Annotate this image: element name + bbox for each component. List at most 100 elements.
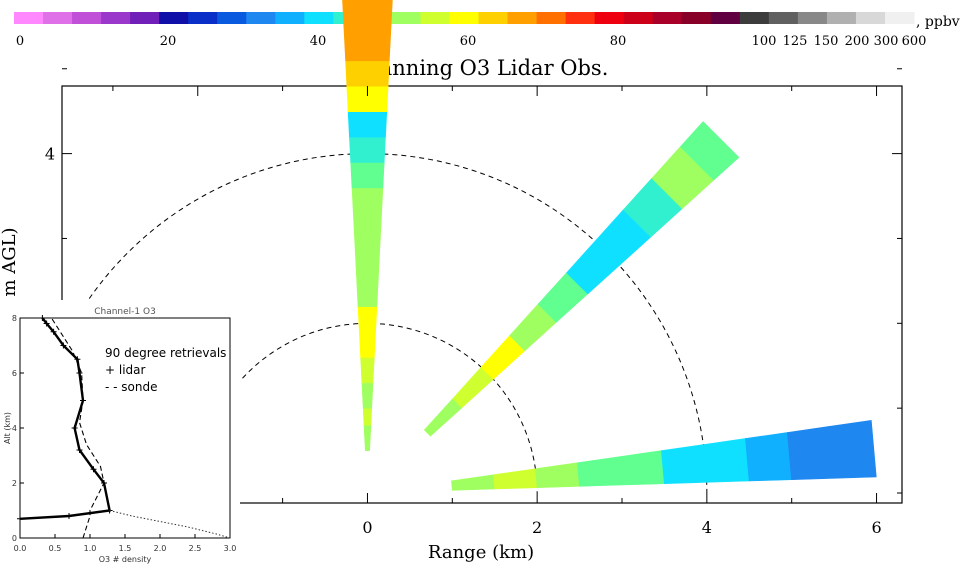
inset-y-tick-label: 2 [12, 479, 17, 488]
colorbar-swatch [275, 12, 305, 24]
x-axis-label: Range (km) [428, 542, 534, 563]
colorbar-swatch [391, 12, 421, 24]
colorbar-swatch [565, 12, 596, 24]
inset-annotation-line: 90 degree retrievals [105, 346, 226, 360]
wedge-segment [619, 450, 665, 486]
wedge-segment [451, 474, 496, 491]
colorbar-tick-label: 0 [16, 34, 24, 49]
wedge-segment [362, 407, 373, 426]
inset-x-tick-label: 2.5 [189, 544, 202, 553]
wedge-segment [577, 456, 623, 487]
colorbar-swatch [159, 12, 189, 24]
colorbar-swatch [14, 12, 44, 24]
colorbar-swatch [594, 12, 625, 24]
inset-lidar-point [66, 513, 72, 519]
wedge-segment [345, 60, 390, 87]
wedge-segment [829, 420, 877, 479]
inset-x-tick-label: 0.5 [49, 544, 62, 553]
inset-x-tick-label: 2.0 [154, 544, 167, 553]
inset-annotation-line: - - sonde [105, 380, 158, 394]
main-plot-area: −2024646 [27, 0, 903, 537]
plot-frame [61, 85, 903, 504]
colorbar-swatch [681, 12, 712, 24]
inset-y-tick-label: 6 [12, 369, 17, 378]
y-tick-label: 4 [45, 145, 55, 164]
wedge-segment [661, 444, 708, 485]
inset-lidar-point [74, 356, 81, 363]
wedge-segment [679, 121, 740, 181]
colorbar-swatch [217, 12, 247, 24]
wedge-segment [361, 382, 374, 409]
colorbar-swatch [188, 12, 218, 24]
inset-title: Channel-1 O3 [94, 307, 156, 317]
inset-sonde-line [51, 317, 105, 539]
colorbar-tick-label: 300 [874, 34, 899, 49]
wedge-segment [347, 111, 388, 138]
x-tick-label: 6 [871, 518, 881, 537]
wedge-segment [703, 438, 750, 483]
wedge-segment [342, 0, 393, 11]
colorbar-swatch [43, 12, 73, 24]
colorbar-swatch [449, 12, 480, 24]
wedge-segment [423, 398, 463, 437]
wedge-segment [787, 426, 835, 481]
inset-lidar-point [43, 320, 50, 327]
colorbar-swatch [536, 12, 567, 24]
wedge-segment [493, 468, 538, 490]
wedge-segment [363, 424, 372, 451]
inset-lidar-line [19, 317, 112, 520]
colorbar-swatch [652, 12, 683, 24]
scan-wedge-5deg [451, 420, 877, 491]
colorbar-swatch [304, 12, 334, 24]
colorbar-swatch [420, 12, 450, 24]
colorbar-swatch [826, 12, 857, 24]
colorbar-tick-label: 125 [783, 34, 808, 49]
colorbar-tick-label: 100 [752, 34, 777, 49]
x-tick-label: 2 [532, 518, 542, 537]
wedge-segment [349, 136, 386, 163]
inset-annotation-line: + lidar [105, 363, 146, 377]
colorbar-unit: , ppbv [916, 14, 960, 30]
inset-y-tick-label: 0 [12, 534, 17, 543]
wedge-segment [358, 331, 376, 358]
colorbar-swatch [855, 12, 886, 24]
wedge-segment [343, 35, 391, 62]
wedge-segment [535, 462, 580, 489]
wedge-segment [745, 432, 792, 482]
wedge-segment [355, 272, 379, 307]
wedge-segment [342, 9, 393, 36]
colorbar-tick-label: 20 [160, 34, 177, 49]
scan-wedge-90deg [342, 0, 393, 451]
y-axis-label: m AGL) [0, 227, 20, 296]
inset-y-label: Alt (km) [3, 412, 12, 444]
colorbar-tick-label: 60 [460, 34, 477, 49]
colorbar-swatch [768, 12, 799, 24]
colorbar-swatch [101, 12, 131, 24]
wedge-segment [350, 162, 385, 189]
wedge-segment [354, 238, 381, 274]
colorbar-swatch [797, 12, 828, 24]
inset-x-label: O3 # density [99, 555, 152, 564]
colorbar-swatch [739, 12, 770, 24]
x-tick-label: 0 [362, 518, 372, 537]
colorbar-swatch [507, 12, 538, 24]
colorbar-tick-label: 150 [814, 34, 839, 49]
inset-lidar-point [90, 466, 97, 473]
inset-lidar-point [39, 315, 46, 321]
inset-y-tick-label: 4 [12, 424, 17, 433]
inset-x-tick-label: 3.0 [224, 544, 237, 553]
inset-x-tick-label: 1.5 [119, 544, 132, 553]
inset-x-tick-label: 1.0 [84, 544, 97, 553]
wedge-segment [351, 187, 384, 214]
wedge-segment [357, 306, 378, 333]
chart-title: Scanning O3 Lidar Obs. [354, 56, 609, 80]
colorbar-swatch [246, 12, 276, 24]
colorbar-tick-label: 200 [845, 34, 870, 49]
colorbar-tick-label: 40 [310, 34, 327, 49]
colorbar-tick-label: 80 [610, 34, 627, 49]
inset-lidar-point [71, 425, 78, 431]
colorbar-swatch [623, 12, 654, 24]
inset-y-tick-label: 8 [12, 314, 17, 323]
inset-lidar-point [17, 515, 23, 522]
inset-lidar-point [60, 342, 67, 349]
